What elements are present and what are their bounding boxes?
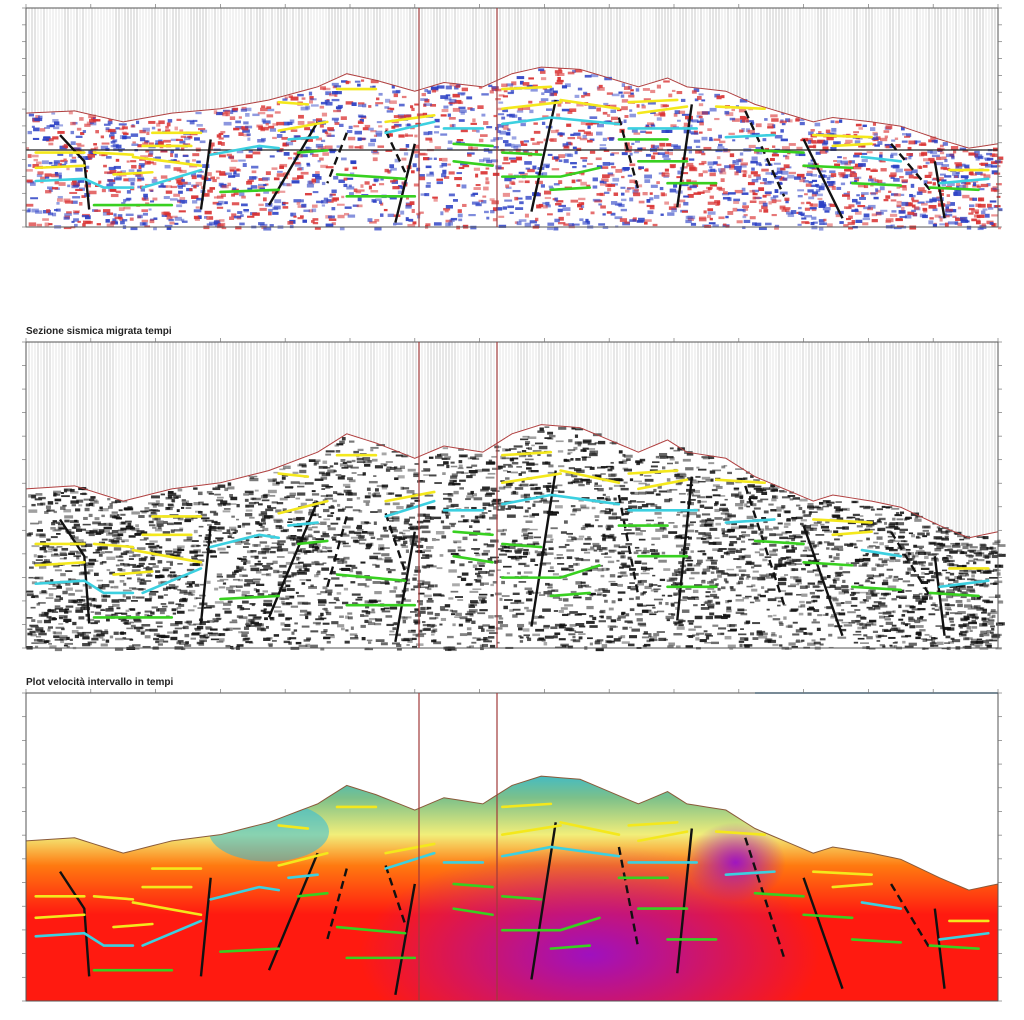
velocity-panel-bottom bbox=[0, 680, 1024, 1020]
seismic-panel-top bbox=[0, 0, 1024, 240]
seismic-section-migrated bbox=[22, 338, 1006, 652]
panel-title-middle: Sezione sismica migrata tempi bbox=[26, 326, 172, 337]
seismic-panel-middle bbox=[0, 330, 1024, 660]
seismic-section-color bbox=[22, 4, 1004, 231]
panel-title-bottom: Plot velocità intervallo in tempi bbox=[26, 677, 174, 688]
interval-velocity-plot bbox=[22, 689, 1002, 1002]
